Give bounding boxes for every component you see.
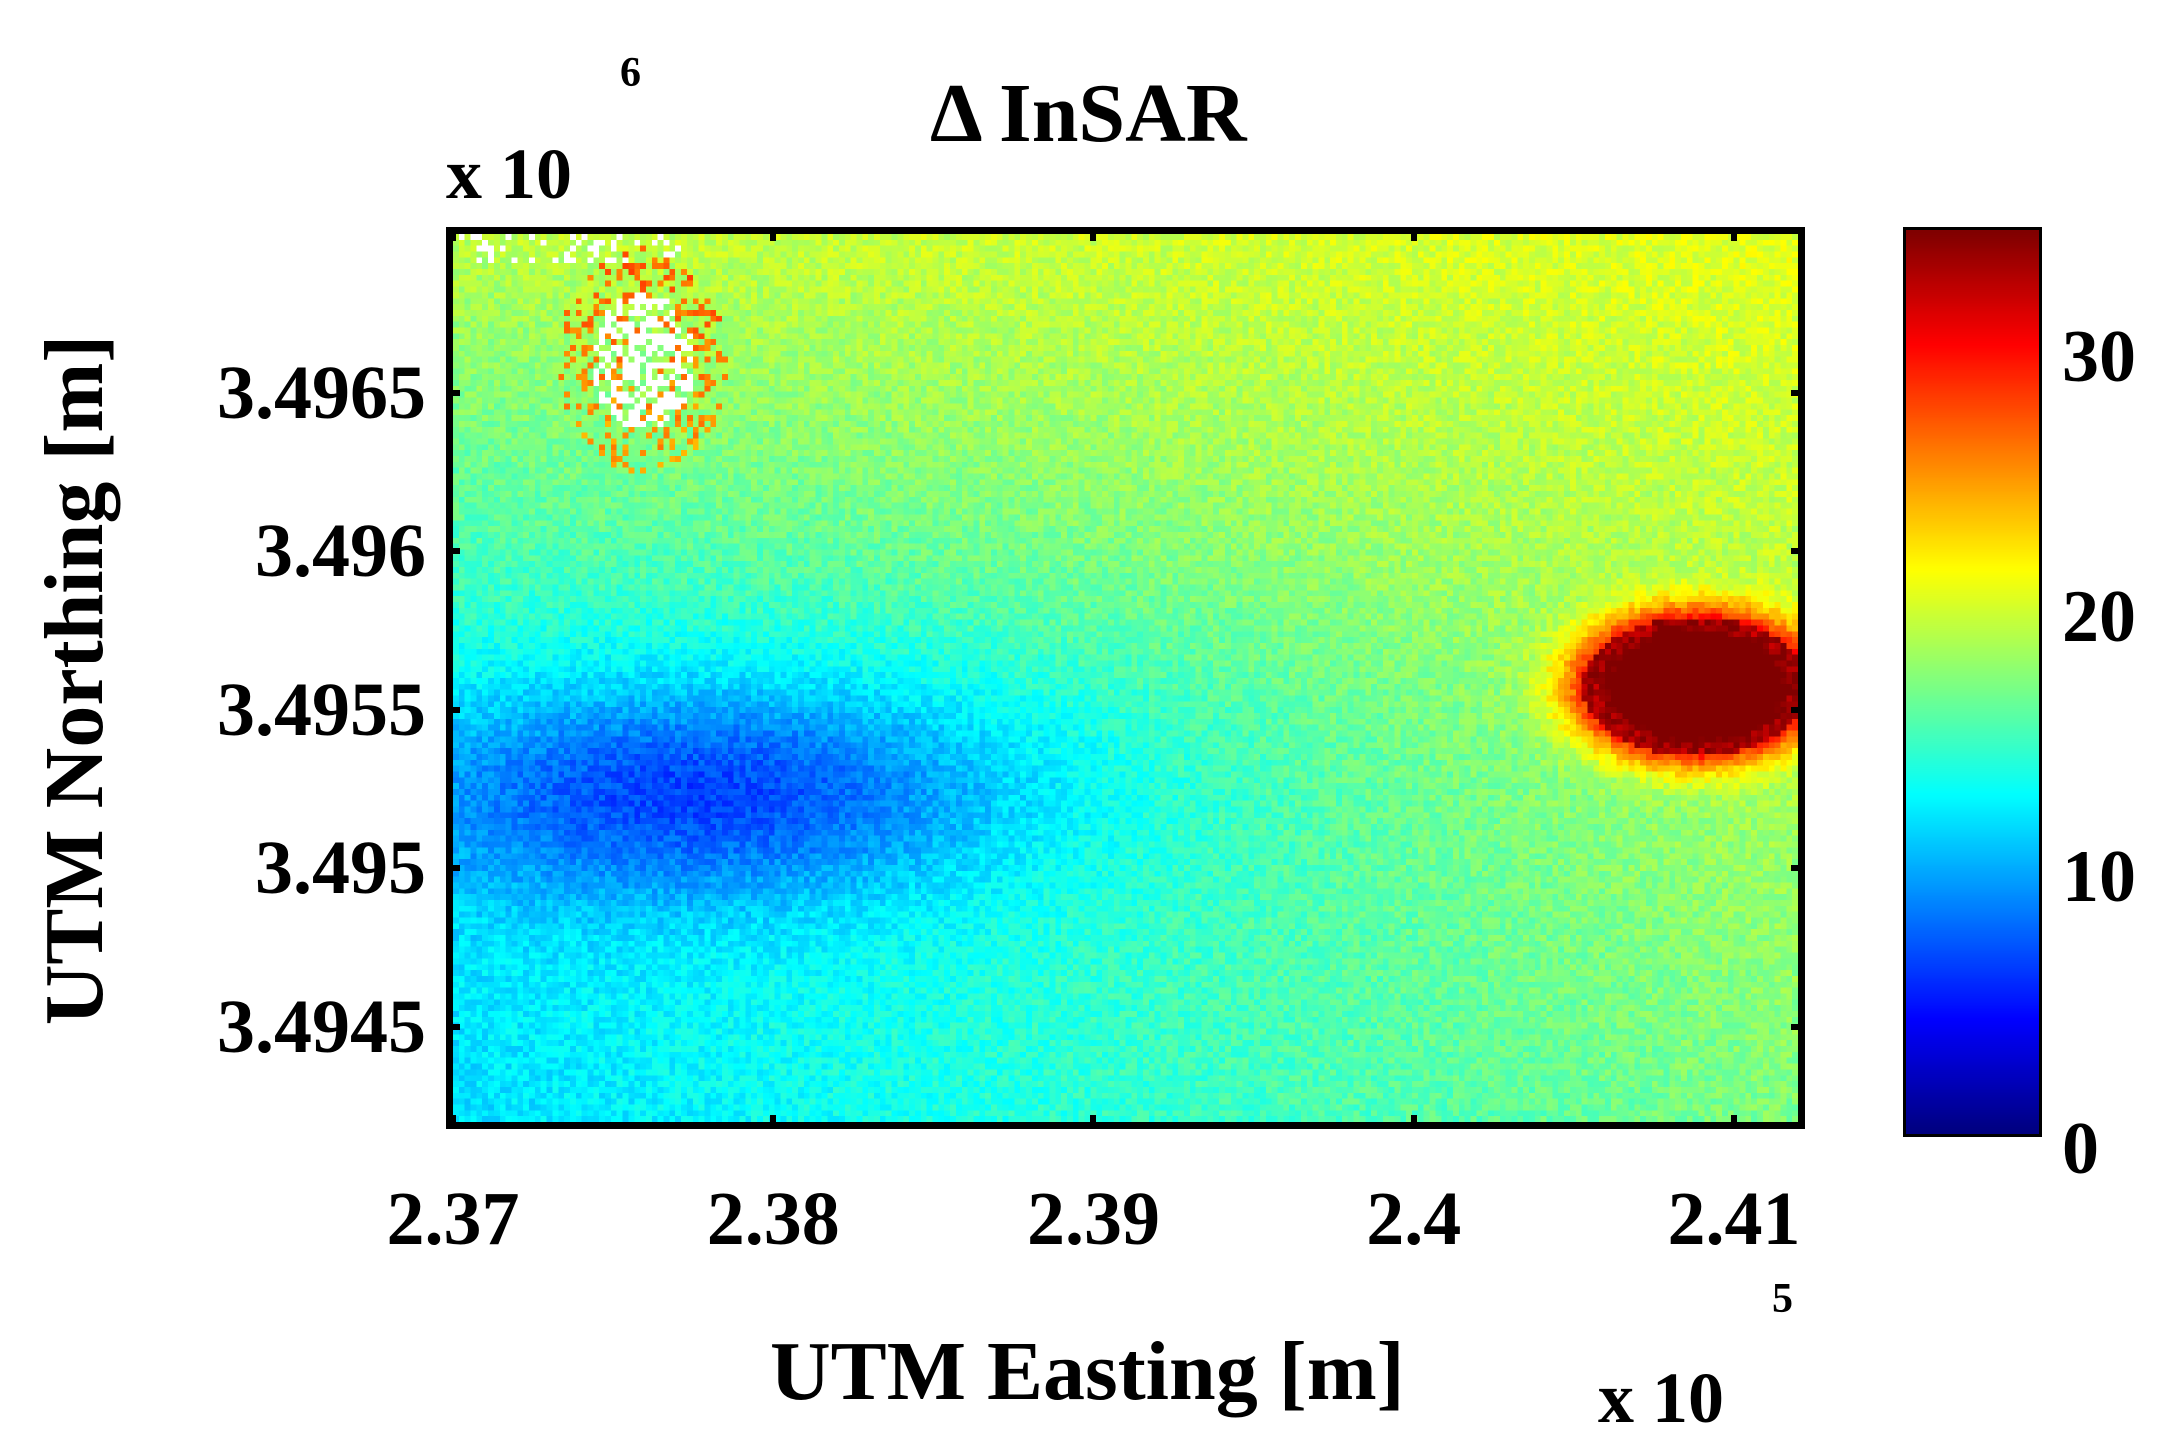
colorbar-tick-label: 30 (2062, 316, 2136, 398)
chart-title: Δ InSAR (930, 67, 1247, 160)
x-axis-multiplier-exponent: 5 (1772, 1276, 1793, 1322)
y-axis-multiplier-exponent: 6 (620, 50, 641, 96)
y-tick-label: 3.4965 (217, 350, 426, 435)
y-tick-mark (446, 706, 460, 713)
y-tick-mark (1791, 706, 1805, 713)
x-tick-mark (1410, 1115, 1417, 1129)
y-tick-label: 3.4955 (217, 667, 426, 752)
x-tick-label: 2.37 (386, 1177, 520, 1261)
colorbar-tick-label: 10 (2062, 836, 2136, 918)
x-tick-mark (770, 227, 777, 241)
x-tick-label: 2.4 (1366, 1177, 1462, 1261)
x-tick-mark (770, 1115, 777, 1129)
x-tick-mark (1410, 227, 1417, 241)
y-tick-mark (446, 1023, 460, 1030)
colorbar (1903, 227, 2042, 1137)
y-tick-label: 3.496 (255, 509, 426, 594)
y-tick-mark (1791, 1023, 1805, 1030)
colorbar-tick-label: 0 (2062, 1108, 2099, 1190)
y-tick-mark (446, 865, 460, 872)
y-tick-mark (1791, 389, 1805, 396)
x-tick-mark (1730, 227, 1737, 241)
x-tick-mark (1090, 227, 1097, 241)
y-tick-label: 3.495 (255, 826, 426, 911)
colorbar-gradient (1906, 230, 2039, 1134)
y-tick-mark (446, 548, 460, 555)
x-axis-multiplier-base: x 10 (1598, 1358, 1724, 1438)
x-axis-title: UTM Easting [m] (770, 1325, 1405, 1418)
x-tick-label: 2.39 (1026, 1177, 1160, 1261)
x-tick-label: 2.41 (1667, 1177, 1801, 1261)
x-tick-mark (1090, 1115, 1097, 1129)
x-tick-mark (450, 227, 456, 241)
y-tick-label: 3.4945 (217, 984, 426, 1069)
colorbar-tick-label: 20 (2062, 576, 2136, 658)
x-tick-mark (1730, 1115, 1737, 1129)
x-tick-label: 2.38 (706, 1177, 840, 1261)
heatmap-plot-area (446, 227, 1805, 1129)
x-tick-mark (450, 1115, 456, 1129)
y-axis-title: UTM Northing [m] (28, 334, 121, 1026)
y-tick-mark (1791, 865, 1805, 872)
heatmap-image (453, 234, 1798, 1122)
y-axis-multiplier-base: x 10 (446, 134, 572, 214)
y-tick-mark (1791, 548, 1805, 555)
y-tick-mark (446, 389, 460, 396)
